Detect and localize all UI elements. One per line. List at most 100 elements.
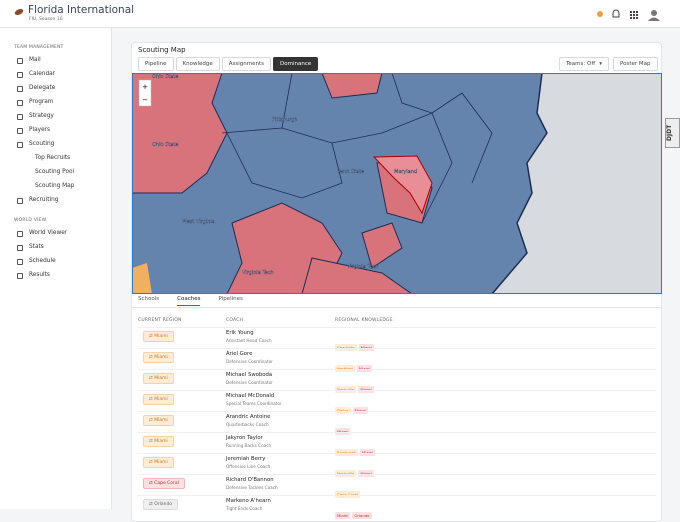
- coach-name: Jeremiah Berry: [226, 456, 266, 462]
- region-name: Cape Coral: [154, 481, 179, 486]
- nav-item[interactable]: Program: [29, 99, 54, 105]
- coach-role: Assistant Head Coach: [226, 338, 272, 343]
- nav-icon: [17, 128, 23, 134]
- nav-item[interactable]: World Viewer: [29, 230, 68, 236]
- nav-icon: [17, 58, 23, 64]
- knowledge-badge: Miami: [358, 470, 374, 477]
- nav-item[interactable]: Scouting: [29, 141, 55, 147]
- nav-item[interactable]: Schedule: [29, 258, 56, 264]
- nav-item[interactable]: Results: [29, 272, 50, 278]
- nav-icon: [17, 114, 23, 120]
- coach-name: Michael McDonald: [226, 393, 275, 399]
- region-name: Orlando: [154, 502, 173, 507]
- column-header: COACH: [226, 318, 244, 323]
- region-name: Miami: [154, 376, 168, 381]
- poster-map-button[interactable]: Poster Map: [613, 57, 658, 71]
- table-tab[interactable]: Schools: [138, 296, 160, 302]
- card: Scouting Map Pipeline Knowledge Assignment…: [131, 42, 662, 522]
- zoom-in[interactable]: +: [142, 83, 148, 91]
- tab[interactable]: Assignments: [221, 57, 272, 71]
- logo: [14, 8, 24, 16]
- region-button[interactable]: ⇄ Miami: [143, 373, 174, 384]
- coach-name: Richard O'Bannon: [226, 477, 274, 483]
- knowledge-badge: Dallas: [335, 407, 351, 414]
- row-divider: [138, 474, 656, 475]
- swap-icon: ⇄: [149, 439, 155, 444]
- region-button[interactable]: ⇄ Cape Coral: [143, 478, 185, 489]
- coach-name: Markeno A'hearn: [226, 498, 271, 504]
- select-text: Teams: Off: [566, 61, 596, 67]
- knowledge-badge: Miami: [335, 512, 351, 519]
- nav-item[interactable]: Strategy: [29, 113, 54, 119]
- region-button[interactable]: ⇄ Miami: [143, 436, 174, 447]
- knowledge: Miami Orlando: [335, 502, 374, 521]
- knowledge: Charlotte Miami: [335, 334, 376, 353]
- debug-toolbar-tab[interactable]: DJDT: [665, 118, 680, 148]
- header: Florida International FIU, Season 10: [0, 0, 680, 28]
- knowledge-badge: Miami: [358, 386, 374, 393]
- teams-select[interactable]: Teams: Off ▾: [559, 57, 609, 71]
- map-label: Ohio State: [152, 142, 178, 148]
- region-name: Miami: [154, 460, 168, 465]
- nav-subitem[interactable]: Scouting Map: [35, 183, 75, 189]
- nav-item[interactable]: Delegate: [29, 85, 56, 91]
- nav-item[interactable]: Calendar: [29, 71, 56, 77]
- row-divider: [138, 327, 656, 328]
- tab[interactable]: Knowledge: [175, 57, 220, 71]
- region-button[interactable]: ⇄ Orlando: [143, 499, 179, 510]
- knowledge: Nashville Miami: [335, 460, 376, 479]
- row-divider: [138, 495, 656, 496]
- region-name: Miami: [154, 334, 168, 339]
- coach-role: Defensive Coordinator: [226, 380, 273, 385]
- tab[interactable]: Pipeline: [138, 57, 174, 71]
- region-button[interactable]: ⇄ Miami: [143, 331, 174, 342]
- region-name: Miami: [154, 418, 168, 423]
- region-button[interactable]: ⇄ Miami: [143, 415, 174, 426]
- nav-icon: [17, 259, 23, 265]
- region-name: Miami: [154, 355, 168, 360]
- map-label: Ohio State: [152, 74, 178, 80]
- row-divider: [138, 453, 656, 454]
- knowledge-badge: Miami: [359, 449, 376, 456]
- knowledge-badge: Hartford: [335, 365, 355, 372]
- nav-item[interactable]: Mail: [29, 57, 41, 63]
- map-label: Penn State: [337, 169, 364, 175]
- table-tab[interactable]: Pipelines: [218, 296, 243, 302]
- knowledge: Dallas Miami: [335, 397, 370, 416]
- knowledge-badge: Nashville: [335, 470, 357, 477]
- header-icons[interactable]: [594, 8, 664, 22]
- knowledge-badge: Cape Coral: [335, 491, 360, 498]
- swap-icon: ⇄: [149, 418, 155, 423]
- knowledge-badge: Miami: [335, 428, 351, 435]
- section-title: TEAM MANAGEMENT: [14, 45, 64, 50]
- knowledge: Nashville Miami: [335, 376, 376, 395]
- swap-icon: ⇄: [149, 355, 155, 360]
- swap-icon: ⇄: [149, 376, 155, 381]
- table-tab[interactable]: Coaches: [177, 296, 201, 306]
- table-tabs: Schools Coaches Pipelines: [138, 296, 243, 306]
- map-label: Virginia Tech: [242, 270, 274, 276]
- coach-name: Michael Swoboda: [226, 372, 273, 378]
- region-button[interactable]: ⇄ Miami: [143, 352, 174, 363]
- region-button[interactable]: ⇄ Miami: [143, 457, 174, 468]
- tab[interactable]: Dominance: [273, 57, 319, 71]
- coach-role: Offensive Line Coach: [226, 464, 271, 469]
- zoom-out[interactable]: −: [142, 96, 148, 104]
- nav-icon: [17, 100, 23, 106]
- coach-name: Arandric Antoine: [226, 414, 271, 420]
- nav-item[interactable]: Players: [29, 127, 51, 133]
- region-button[interactable]: ⇄ Miami: [143, 394, 174, 405]
- column-header: REGIONAL KNOWLEDGE: [335, 318, 393, 323]
- nav-item[interactable]: Recruiting: [29, 197, 59, 203]
- nav-subitem[interactable]: Scouting Pool: [35, 169, 75, 175]
- knowledge: Cape Coral: [335, 481, 362, 500]
- app-subtitle: FIU, Season 10: [29, 17, 63, 22]
- row-divider: [138, 411, 656, 412]
- map[interactable]: Ohio State Ohio State Pittsburgh Penn State…: [132, 73, 662, 294]
- nav-item[interactable]: Stats: [29, 244, 44, 250]
- nav-subitem[interactable]: Top Recruits: [35, 155, 71, 161]
- knowledge-badge: Orlando: [352, 512, 372, 519]
- knowledge-badge: Miami: [356, 365, 373, 372]
